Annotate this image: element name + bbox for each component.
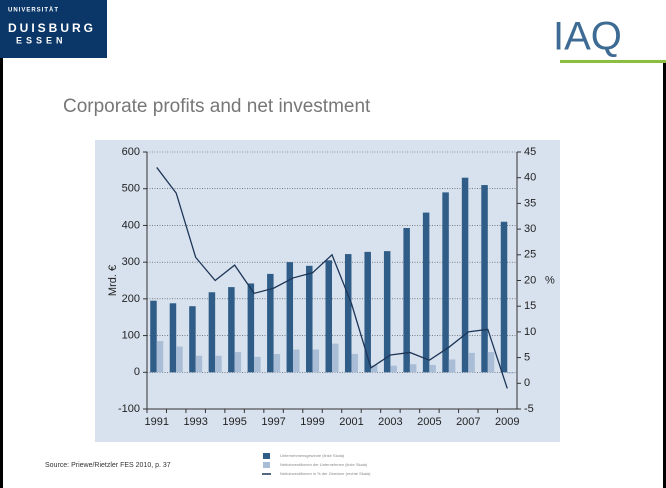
y2-tick-label: 40 (524, 172, 536, 184)
x-tick-label: 2005 (417, 416, 441, 428)
y2-tick-label: -5 (524, 403, 534, 415)
bar (150, 300, 157, 373)
y-axis-label: Mrd. € (107, 265, 119, 296)
bar (325, 260, 332, 373)
y2-tick-label: 25 (524, 249, 536, 261)
logo-text: DUISBURG (8, 21, 96, 35)
bar (267, 273, 274, 373)
x-tick-label: 2003 (378, 416, 402, 428)
bar (156, 341, 164, 373)
x-tick-label: 1993 (183, 416, 207, 428)
bar (176, 346, 183, 373)
source: Source: Priewe/Rietzler FES 2010, p. 37 (45, 462, 171, 469)
bar (500, 221, 508, 373)
x-tick-label: 2007 (456, 416, 480, 428)
x-tick-label: 2009 (495, 416, 519, 428)
y2-tick-label: 5 (524, 352, 530, 364)
bar (208, 292, 216, 373)
bar (442, 192, 449, 373)
bar (254, 356, 261, 373)
legend-label: Nettoinvestitionen in % der Gewinne (rec… (280, 471, 371, 476)
bar (312, 349, 320, 373)
slide-title: Corporate profits and net investment (63, 96, 371, 117)
bar (189, 306, 196, 373)
y2-tick-label: 0 (524, 377, 530, 389)
border (663, 63, 666, 488)
line (156, 167, 508, 389)
bar (228, 287, 235, 373)
legend-label: Unternehmensgewinne (linke Skala) (280, 453, 345, 458)
bar (306, 265, 313, 373)
bar (169, 303, 177, 373)
y-tick-label: 100 (122, 329, 140, 341)
y-tick-label: 600 (122, 146, 140, 158)
bar (448, 359, 456, 373)
x-tick-label: 1995 (222, 416, 246, 428)
bar (215, 355, 222, 373)
y-tick-label: 300 (122, 256, 140, 268)
chart: -100 0 100 200 300 400 500 600 -5 0 5 10 15 20 25 30 35 4… (107, 146, 555, 476)
bar (507, 372, 514, 374)
university-logo-box (0, 0, 107, 58)
bar (286, 262, 294, 373)
y2-tick-label: 15 (524, 300, 536, 312)
y-tick-label: 0 (134, 366, 140, 378)
bar (403, 227, 410, 373)
y-tick-label: 200 (122, 293, 140, 305)
bar (293, 349, 300, 373)
bar (195, 355, 203, 373)
bar (351, 353, 358, 373)
border (0, 58, 3, 488)
legend-label: Nettoinvestitionen der Unternehmen (link… (280, 462, 368, 467)
bar (390, 365, 397, 373)
bar (370, 364, 378, 373)
logo-underline (560, 60, 666, 63)
bar (332, 343, 339, 373)
bar (461, 177, 469, 373)
bar (487, 352, 495, 373)
legend-swatch (263, 462, 270, 468)
logo-text: UNIVERSITÄT (8, 7, 59, 14)
bar (422, 212, 430, 373)
bar (429, 364, 436, 373)
x-tick-label: 1991 (144, 416, 168, 428)
bar (247, 283, 255, 373)
y2-axis-label: % (545, 274, 555, 286)
x-tick-label: 1997 (261, 416, 285, 428)
legend-swatch (263, 453, 270, 459)
bar (344, 254, 352, 373)
iaq-logo: IAQ (553, 15, 622, 59)
y-tick-label: -100 (118, 403, 140, 415)
bar (383, 251, 391, 373)
bar (409, 364, 417, 373)
y-tick-label: 400 (122, 219, 140, 231)
bar (273, 353, 281, 373)
bar (468, 352, 475, 373)
y-tick-label: 500 (122, 183, 140, 195)
y2-tick-label: 45 (524, 146, 536, 158)
y2-tick-label: 30 (524, 223, 536, 235)
bar (364, 251, 371, 373)
y2-tick-label: 10 (524, 326, 536, 338)
x-tick-label: 1999 (300, 416, 324, 428)
bar (481, 185, 488, 373)
logo-text: ESSEN (16, 35, 67, 45)
x-tick-label: 2001 (339, 416, 363, 428)
y2-tick-label: 35 (524, 197, 536, 209)
y2-tick-label: 20 (524, 274, 536, 286)
bar (234, 352, 242, 373)
